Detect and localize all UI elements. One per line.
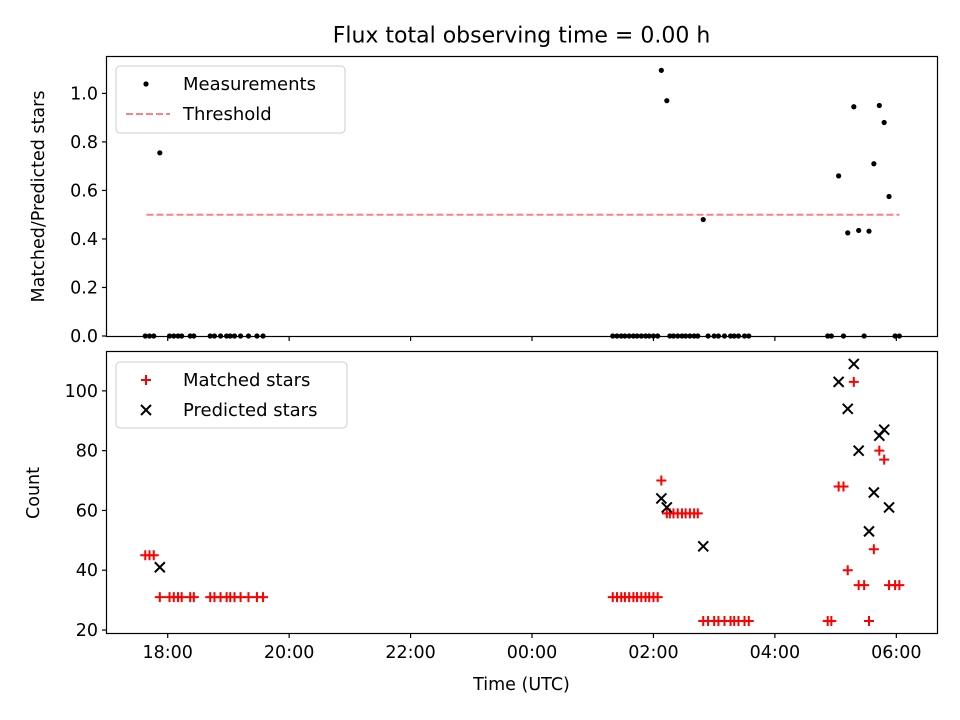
matched-star-point — [894, 580, 905, 591]
y-tick-label: 0.6 — [70, 181, 98, 201]
legend-predicted-label: Predicted stars — [183, 400, 317, 421]
top-panel: 0.0 0.2 0.4 0.6 0.8 1.0 Matched/Predicted sta… — [29, 55, 939, 347]
bottom-legend-box — [115, 361, 348, 429]
y-tick-label: 100 — [65, 382, 98, 402]
x-tick-label: 22:00 — [385, 643, 435, 663]
matched-star-point — [148, 550, 159, 561]
legend-measurements-marker — [143, 81, 149, 87]
measurement-point — [664, 98, 670, 104]
top-axes-frame — [105, 55, 939, 338]
matched-star-point — [243, 592, 254, 603]
matched-star-point — [188, 592, 199, 603]
matched-star-point — [838, 481, 849, 492]
matched-star-point — [652, 592, 663, 603]
matched-star-point — [656, 475, 667, 486]
measurement-point — [700, 216, 706, 223]
matched-star-point — [879, 454, 890, 465]
x-tick-label: 20:00 — [264, 643, 314, 663]
measurement-point — [881, 119, 887, 126]
matched-star-point — [258, 592, 269, 603]
matched-star-point — [848, 376, 859, 387]
predicted-star-point — [868, 486, 880, 499]
measurement-point — [157, 150, 163, 156]
top-y-axis-label: Matched/Predicted stars — [29, 91, 49, 303]
matched-star-point — [826, 616, 837, 627]
legend-measurements-label: Measurements — [183, 74, 316, 95]
chart-title: Flux total observing time = 0.00 h — [333, 24, 711, 49]
y-tick-label: 20 — [76, 621, 98, 641]
matched-star-point — [859, 580, 870, 591]
legend-predicted-marker — [140, 404, 152, 416]
legend-threshold-label: Threshold — [182, 104, 272, 125]
x-tick-label: 06:00 — [871, 643, 921, 663]
predicted-star-point — [852, 444, 865, 457]
measurement-point — [866, 228, 872, 234]
legend-matched-label: Matched stars — [183, 370, 310, 391]
measurement-point — [871, 161, 877, 167]
bottom-x-ticks: 18:00 20:00 22:00 00:00 02:00 04:00 06:00 — [142, 633, 922, 663]
bottom-marks — [140, 358, 905, 627]
measurement-point — [886, 193, 892, 200]
top-marks — [142, 67, 902, 339]
matched-star-point — [842, 565, 853, 576]
x-axis-label: Time (UTC) — [472, 675, 570, 695]
matched-star-point — [863, 616, 874, 627]
y-tick-label: 60 — [76, 501, 98, 521]
predicted-star-point — [154, 561, 166, 573]
top-legend: Measurements Threshold — [115, 65, 346, 134]
measurement-point — [658, 67, 664, 73]
bottom-axes-frame — [105, 350, 939, 635]
measurement-point — [845, 230, 851, 236]
y-tick-label: 1.0 — [70, 84, 98, 104]
y-tick-label: 0.0 — [70, 327, 98, 347]
matched-star-point — [874, 445, 885, 456]
measurement-point — [851, 104, 857, 110]
matched-star-point — [176, 592, 187, 603]
bottom-y-ticks: 20 40 60 80 100 — [65, 382, 107, 641]
bottom-legend: Matched stars Predicted stars — [115, 361, 348, 429]
predicted-star-point — [863, 525, 875, 538]
predicted-star-point — [848, 358, 860, 370]
matched-star-point — [154, 592, 165, 603]
y-tick-label: 0.4 — [70, 230, 98, 250]
x-tick-label: 18:00 — [142, 643, 192, 663]
predicted-star-point — [661, 501, 673, 514]
x-tick-label: 00:00 — [507, 643, 557, 663]
predicted-star-point — [883, 501, 895, 514]
predicted-star-point — [842, 403, 854, 415]
legend-matched-marker — [141, 375, 151, 385]
measurement-point — [876, 102, 882, 109]
top-y-ticks: 0.0 0.2 0.4 0.6 0.8 1.0 — [70, 84, 107, 347]
y-tick-label: 80 — [76, 442, 98, 462]
measurement-point — [856, 227, 862, 234]
measurement-point — [836, 173, 842, 179]
y-tick-label: 0.2 — [70, 278, 98, 298]
top-legend-box — [115, 65, 346, 134]
predicted-star-point — [878, 424, 890, 436]
x-tick-label: 02:00 — [628, 643, 678, 663]
predicted-star-point — [655, 492, 668, 505]
y-tick-label: 0.8 — [70, 133, 98, 153]
bottom-y-axis-label: Count — [24, 467, 44, 519]
bottom-panel: 20 40 60 80 100 18:00 20:00 22:00 00:00 02:00 04:… — [24, 350, 939, 695]
predicted-star-point — [832, 376, 845, 388]
x-tick-label: 04:00 — [750, 643, 800, 663]
y-tick-label: 40 — [76, 561, 98, 581]
predicted-star-point — [697, 540, 709, 553]
matched-star-point — [868, 544, 879, 555]
matched-star-point — [743, 616, 754, 627]
matched-star-point — [692, 508, 703, 519]
